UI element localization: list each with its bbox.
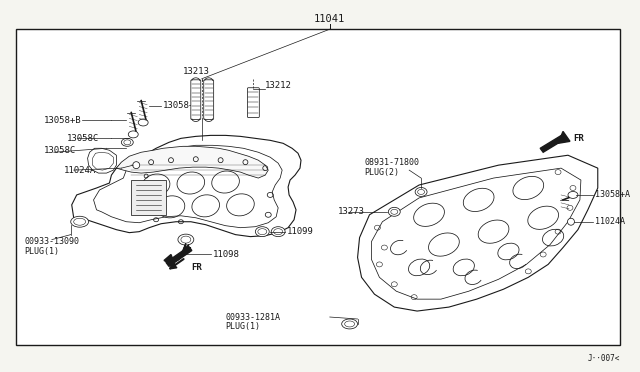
Text: J··007<: J··007< — [588, 354, 620, 363]
Polygon shape — [72, 135, 301, 237]
Polygon shape — [164, 254, 176, 267]
Ellipse shape — [568, 218, 575, 225]
Polygon shape — [131, 180, 166, 215]
FancyBboxPatch shape — [248, 88, 259, 118]
Text: 13058+B: 13058+B — [163, 101, 201, 110]
Text: 08931-71800: 08931-71800 — [365, 158, 419, 167]
Text: PLUG(1): PLUG(1) — [225, 323, 260, 331]
Ellipse shape — [71, 216, 88, 227]
Text: FR: FR — [573, 134, 584, 143]
Text: 00933-13090: 00933-13090 — [24, 237, 79, 246]
Text: 13058C: 13058C — [44, 146, 76, 155]
Ellipse shape — [342, 319, 358, 329]
Polygon shape — [540, 134, 566, 152]
Polygon shape — [166, 247, 192, 266]
FancyBboxPatch shape — [204, 80, 214, 119]
Polygon shape — [358, 155, 598, 311]
FancyBboxPatch shape — [16, 29, 620, 345]
Text: 13058C: 13058C — [67, 134, 99, 143]
Ellipse shape — [138, 119, 148, 126]
Text: FR: FR — [191, 263, 202, 272]
Text: 13058+B: 13058+B — [44, 116, 81, 125]
Text: 13273: 13273 — [338, 207, 365, 216]
Ellipse shape — [271, 227, 285, 237]
Text: 13212: 13212 — [265, 81, 292, 90]
Polygon shape — [88, 148, 116, 173]
Text: 11024A: 11024A — [595, 217, 625, 226]
Text: 13213: 13213 — [183, 67, 210, 76]
Text: PLUG(1): PLUG(1) — [24, 247, 59, 256]
Ellipse shape — [568, 192, 578, 198]
Text: 13058+A: 13058+A — [595, 190, 630, 199]
Text: 11099: 11099 — [287, 227, 314, 236]
Polygon shape — [174, 244, 191, 262]
Ellipse shape — [128, 131, 138, 138]
Ellipse shape — [122, 138, 133, 146]
Ellipse shape — [415, 187, 427, 196]
Ellipse shape — [132, 162, 140, 169]
Polygon shape — [558, 131, 570, 143]
Text: 11041: 11041 — [314, 14, 346, 24]
Polygon shape — [116, 146, 268, 178]
Text: 00933-1281A: 00933-1281A — [225, 312, 280, 321]
Text: 11098: 11098 — [212, 250, 239, 259]
Text: PLUG(2): PLUG(2) — [365, 168, 399, 177]
FancyBboxPatch shape — [191, 80, 201, 119]
Text: 11024A: 11024A — [64, 166, 96, 174]
Ellipse shape — [178, 234, 194, 245]
Ellipse shape — [255, 227, 269, 237]
Ellipse shape — [388, 207, 400, 216]
